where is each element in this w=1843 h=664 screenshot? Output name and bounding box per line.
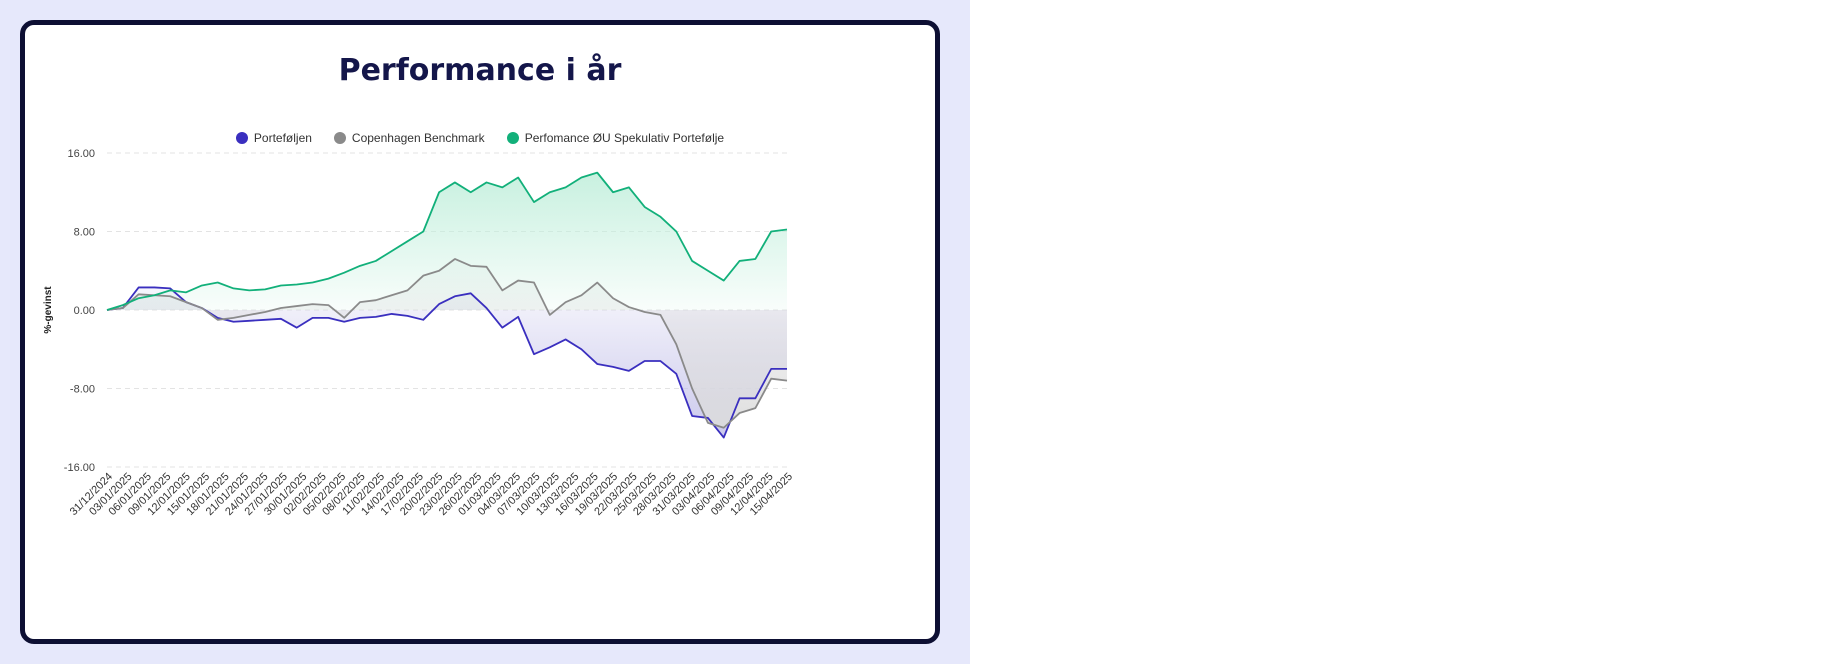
legend-label-portfolio: Porteføljen [253, 131, 312, 145]
y-tick-label: -16.00 [64, 462, 95, 474]
axis-layer: 16.008.000.00-8.00-16.00%-gevinst31/12/2… [43, 148, 795, 518]
chart-plot: 16.008.000.00-8.00-16.00%-gevinst31/12/2… [43, 148, 795, 518]
legend-item-portfolio[interactable]: Porteføljen [235, 131, 312, 145]
y-axis-label: %-gevinst [43, 286, 54, 334]
series-line [106, 286, 787, 439]
chart-card: Performance i år Porteføljen Copenhagen … [20, 20, 940, 644]
chart-title: Performance i år [338, 53, 622, 88]
legend-item-benchmark[interactable]: Copenhagen Benchmark [333, 131, 485, 145]
y-tick-label: 16.00 [67, 148, 95, 160]
y-tick-label: 8.00 [74, 227, 95, 239]
y-tick-label: -8.00 [70, 384, 95, 396]
legend-dot-speculative [506, 132, 519, 144]
legend-label-benchmark: Copenhagen Benchmark [351, 131, 485, 145]
legend-dot-benchmark [333, 132, 346, 144]
chart-legend: Porteføljen Copenhagen Benchmark Perfoma… [25, 131, 935, 145]
series-line [106, 258, 788, 429]
series-area [107, 287, 787, 438]
legend-item-speculative[interactable]: Perfomance ØU Spekulativ Portefølje [506, 131, 725, 145]
series-line [106, 171, 788, 311]
series-area [107, 172, 787, 310]
line-layer [106, 171, 788, 439]
y-tick-label: 0.00 [74, 305, 95, 317]
legend-dot-portfolio [235, 132, 248, 144]
legend-label-speculative: Perfomance ØU Spekulativ Portefølje [524, 131, 725, 145]
